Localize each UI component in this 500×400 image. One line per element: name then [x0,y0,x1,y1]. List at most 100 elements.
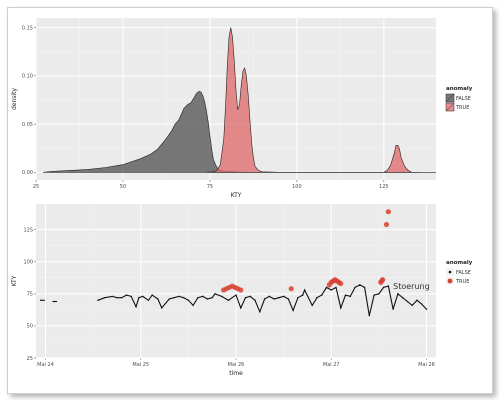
chart-2-point-false [168,298,171,300]
chart-2-y-tick-label: 100 [23,260,33,266]
chart-2-point-false [259,311,261,313]
chart-2-point-true [338,280,344,287]
chart-2-point-false [387,285,390,287]
chart-2-point-false [103,296,106,299]
chart-1-y-tick-label: 0.05 [22,122,33,128]
chart-2-point-false [359,284,361,286]
chart-2-point-false [268,295,271,298]
chart-2-point-false [111,295,113,298]
chart-2-point-false [182,296,185,299]
chart-1-density-area-true [206,27,419,173]
chart-1-density-area-false [42,90,436,173]
chart-2-x-axis-title: time [229,370,243,377]
chart-2-point-false [192,304,194,307]
chart-1-y-tick-label: 0.00 [22,170,33,176]
chart-1-x-tick-label: 100 [292,184,302,190]
chart-2-point-false [335,286,337,289]
chart-2-point-false [349,295,351,298]
chart-2-point-false [321,294,323,296]
chart-2-point-true [385,209,391,215]
chart-2-point-false [401,296,404,299]
chart-2-point-false [301,294,304,296]
chart-2-point-false [397,293,399,295]
chart-2-point-false [344,294,347,296]
chart-2-point-false [354,286,356,289]
chart-2-point-false [406,300,409,303]
chart-2-point-false [263,298,266,300]
chart-2-y-axis-title: KTY [11,275,18,286]
chart-1-x-tick-label: 25 [33,184,39,190]
chart-2-x-tick-label: Mai 27 [323,362,340,368]
chart-2-point-false [130,295,132,298]
chart-2-point-false [273,298,275,300]
chart-2-annotation-stoerung: Stoerung [393,282,430,291]
chart-2-point-false [392,308,394,310]
chart-2-y-tick-label: 125 [23,227,33,233]
chart-2-point-false [316,296,318,299]
chart-2-x-tick-label: Mai 25 [132,362,149,368]
chart-2-y-tick-label: 25 [27,356,33,362]
chart-2-point-false [244,296,247,299]
chart-2-point-false [211,296,213,299]
chart-2-point-false [121,296,123,299]
chart-2-point-false [227,299,230,301]
chart-2-legend-key-true [447,278,453,284]
chart-2-point-false [373,294,375,296]
chart-2-point-false [97,299,99,301]
chart-2-point-false [201,295,204,298]
chart-2-point-false [52,300,54,303]
chart-2-point-false [292,309,294,312]
chart-2-point-false [249,295,251,298]
chart-2-point-false [141,295,144,298]
chart-2-y-tick-label: 50 [27,324,33,330]
chart-2-series-false-line [97,284,427,316]
chart-2-point-false [421,303,423,305]
chart-2-x-tick-label: Mai 24 [37,362,54,368]
chart-2-legend-title: anomaly [446,260,473,266]
chart-2-point-false [116,296,118,299]
chart-2-point-false [297,296,299,299]
chart-2-point-false [161,307,163,309]
chart-2-point-false [157,298,159,300]
chart-2-legend-label-false: FALSE [456,270,471,276]
chart-2-point-false [425,308,428,310]
chart-2-point-false [368,314,371,317]
chart-1-x-tick-label: 50 [120,184,126,190]
figure: 25 50 75 100 125 0.00 0.05 0.10 0.15 KTY density an… [11,18,473,377]
chart-2-point-true [238,287,244,293]
chart-2-point-false [382,286,385,289]
chart-2-point-false [340,307,342,309]
chart-2-point-false [240,307,242,309]
chart-2-point-false [254,299,256,301]
chart-1-legend-label-true: TRUE [455,105,469,111]
chart-2-point-false [235,294,237,296]
chart-2-point-false [330,289,332,291]
chart-1-legend-key-slash [445,93,455,103]
chart-2-point-true [288,286,294,292]
chart-2-point-false [206,298,209,300]
chart-2-point-false [378,293,380,295]
chart-1-y-axis-title: density [11,88,18,110]
chart-2-x-tick-label: Mai 28 [418,362,435,368]
chart-2-legend-label-true: TRUE [455,279,469,285]
chart-2-point-false [287,298,290,300]
chart-1-legend-label-false: FALSE [456,96,471,102]
chart-1-x-tick-label: 125 [379,184,389,190]
chart-1-legend-key-slash [445,102,455,112]
chart-2-point-false [147,299,150,301]
chart-2-point-false [311,304,313,307]
chart-2-point-false [40,299,42,301]
chart-2-point-false [151,294,153,296]
chart-2-point-false [187,299,190,301]
chart-1-y-tick-label: 0.10 [22,74,33,80]
chart-2-point-false [303,289,306,291]
chart-2-point-true [380,277,386,283]
chart-2-point-false [214,293,216,295]
figure-frame: 25 50 75 100 125 0.00 0.05 0.10 0.15 KTY density an… [7,7,493,394]
chart-2-point-false [173,296,175,299]
chart-2-point-false [411,304,413,307]
chart-2-point-false [278,296,280,299]
chart-2-point-false [197,296,199,299]
chart-2-point-false [221,295,223,298]
chart-2-point-false [416,299,418,301]
